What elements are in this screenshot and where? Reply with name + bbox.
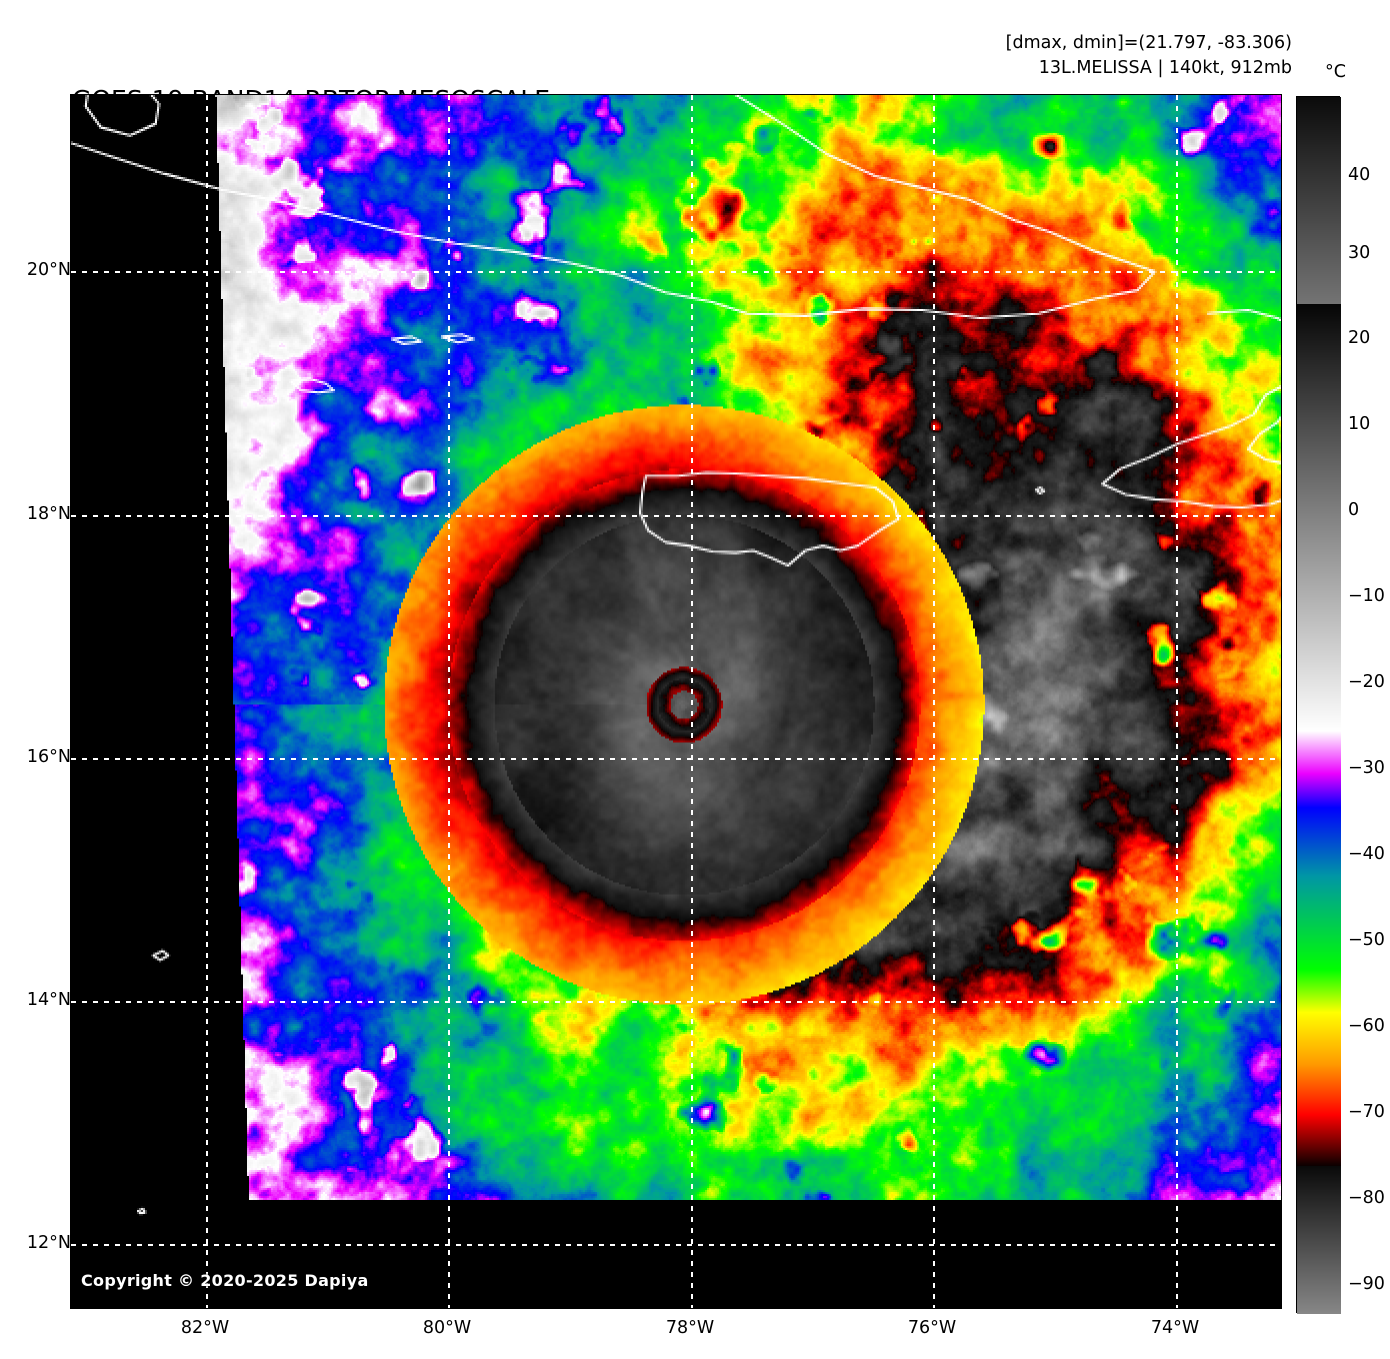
lat-tick-label: 14°N [26,990,71,1010]
colorbar-tick-label: −60 [1348,1016,1385,1036]
colorbar-tick-label: −40 [1348,844,1385,864]
lon-tick-label: 74°W [1150,1318,1200,1338]
colorbar-tick-label: −20 [1348,672,1385,692]
colorbar-tick-label: −10 [1348,586,1385,606]
colorbar-tick-label: −70 [1348,1102,1385,1122]
lon-tick-label: 78°W [665,1318,715,1338]
lon-tick-label: 82°W [180,1318,230,1338]
colorbar-tick-label: −90 [1348,1274,1385,1294]
colorbar-unit-label: °C [1325,62,1346,82]
metadata-block: [dmax, dmin]=(21.797, -83.306) 13L.MELIS… [1006,31,1292,81]
colorbar-tick-label: −30 [1348,758,1385,778]
colorbar[interactable]: 40 30 20 10 0 −10 −20 −30 −40 −50 −60 −70 −80 −90 [1296,96,1385,1314]
colorbar-tick-label: 20 [1348,328,1371,348]
colorbar-tick-label: 30 [1348,243,1371,263]
lat-tick-label: 12°N [26,1233,71,1253]
storm-info-text: 13L.MELISSA | 140kt, 912mb [1038,57,1292,78]
colorbar-tick-label: 0 [1348,500,1360,520]
lat-tick-label: 18°N [26,504,71,524]
lat-tick-label: 16°N [26,747,71,767]
lon-tick-label: 76°W [907,1318,957,1338]
colorbar-gradient [1296,96,1341,1314]
colorbar-tick-label: −50 [1348,930,1385,950]
satellite-imagery-canvas [71,95,1281,1308]
colorbar-tick-label: −80 [1348,1188,1385,1208]
satellite-image-plot[interactable]: Copyright © 2020-2025 Dapiya [70,94,1282,1309]
lat-tick-label: 20°N [26,260,71,280]
lon-tick-label: 80°W [422,1318,472,1338]
colorbar-tick-label: 10 [1348,414,1371,434]
colorbar-tick-label: 40 [1348,165,1371,185]
colorbar-canvas [1297,97,1341,1314]
copyright-text: Copyright © 2020-2025 Dapiya [81,1271,369,1290]
dmax-dmin-text: [dmax, dmin]=(21.797, -83.306) [1005,33,1292,53]
